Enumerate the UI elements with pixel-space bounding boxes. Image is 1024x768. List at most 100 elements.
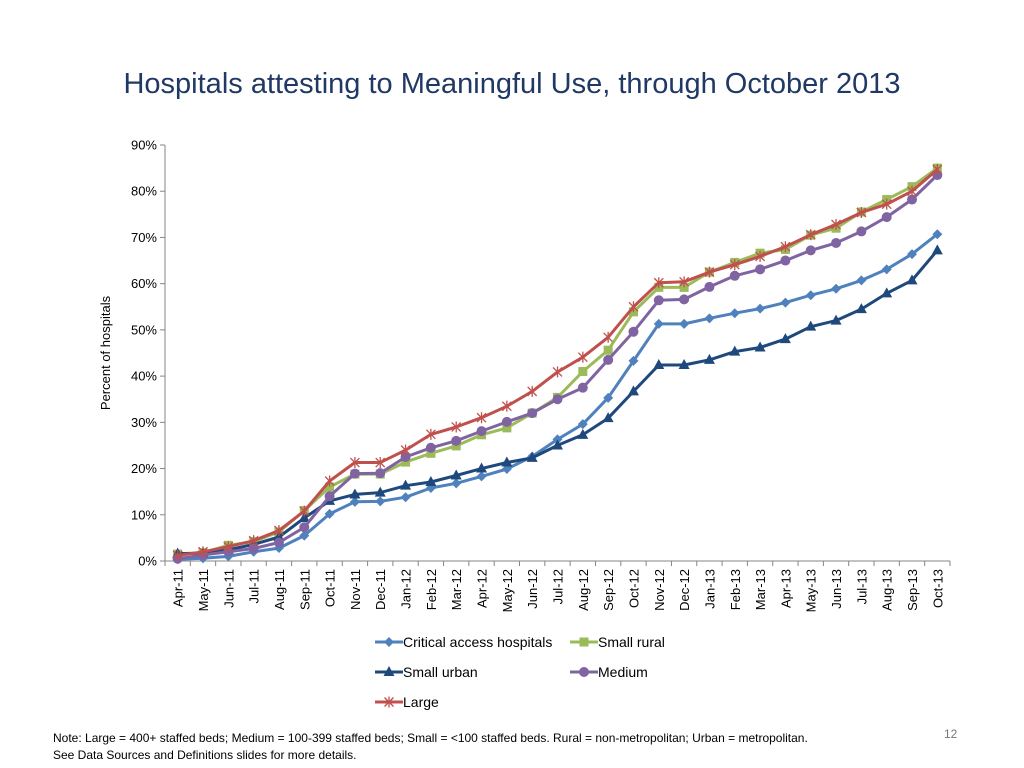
data-point-medium	[273, 537, 284, 548]
x-tick-label: Jun-13	[829, 569, 844, 609]
x-tick-label: Jul-11	[247, 569, 262, 603]
data-point-small-urban	[476, 462, 488, 473]
data-point-small-rural	[603, 345, 613, 355]
data-point-small-urban	[881, 287, 893, 298]
data-point-small-urban	[931, 244, 943, 255]
x-tick-label: Aug-13	[880, 569, 895, 611]
data-point-critical-access-hospitals	[932, 229, 943, 240]
data-point-small-urban	[805, 320, 817, 331]
y-tick-label: 60%	[131, 276, 157, 291]
legend: Critical access hospitals Small rural Smal…	[375, 634, 665, 710]
data-point-large	[856, 206, 867, 218]
data-point-medium	[679, 294, 690, 305]
data-point-critical-access-hospitals	[603, 392, 614, 403]
legend-item: Small rural	[570, 634, 665, 650]
legend-swatch-marker	[384, 637, 394, 647]
data-point-large	[603, 331, 614, 343]
data-point-small-urban	[754, 341, 766, 352]
data-point-large	[299, 505, 310, 517]
data-point-large	[704, 266, 715, 278]
data-point-large	[679, 276, 690, 288]
data-point-small-urban	[552, 439, 563, 450]
plot-area	[172, 163, 943, 565]
data-point-medium	[831, 237, 842, 248]
data-point-large	[907, 185, 917, 197]
data-point-small-rural	[451, 441, 461, 451]
x-tick-label: Aug-11	[272, 569, 287, 610]
x-tick-label: Sep-11	[297, 569, 312, 610]
x-tick-label: Oct-12	[626, 569, 641, 608]
x-tick-label: Mar-12	[449, 569, 464, 610]
data-point-medium	[501, 416, 512, 427]
x-tick-label: Sep-12	[601, 569, 616, 611]
legend-swatch-marker	[384, 696, 394, 708]
data-point-small-urban	[703, 353, 715, 364]
page-number: 12	[944, 727, 958, 741]
x-tick-label: Dec-12	[677, 569, 692, 611]
data-point-critical-access-hospitals	[451, 478, 462, 489]
data-point-small-rural	[426, 448, 436, 458]
x-tick-label: Nov-11	[348, 569, 363, 610]
y-tick-label: 20%	[131, 461, 157, 476]
data-point-critical-access-hospitals	[907, 249, 918, 260]
data-point-large	[172, 549, 183, 561]
series-line-large	[177, 168, 939, 557]
x-tick-label: Oct-11	[323, 569, 338, 607]
data-point-critical-access-hospitals	[679, 318, 690, 329]
x-tick-label: Jan-13	[702, 569, 717, 609]
data-point-medium	[805, 245, 816, 256]
data-point-large	[755, 250, 766, 262]
x-tick-label: Jan-12	[399, 569, 414, 609]
data-point-small-rural	[401, 457, 411, 467]
data-point-small-urban	[779, 333, 791, 344]
data-point-small-urban	[349, 488, 361, 499]
data-point-large	[881, 198, 892, 210]
legend-label: Large	[403, 694, 439, 710]
data-point-small-urban	[400, 479, 412, 490]
data-point-small-rural	[578, 366, 588, 376]
data-point-small-urban	[374, 486, 386, 497]
data-point-small-urban	[830, 314, 842, 325]
data-point-medium	[324, 491, 335, 502]
x-tick-label: May-13	[804, 569, 819, 612]
data-point-small-urban	[526, 451, 538, 462]
data-point-small-rural	[325, 482, 335, 492]
data-point-large	[501, 400, 512, 412]
x-tick-label: Jul-13	[854, 569, 869, 604]
data-point-medium	[451, 435, 462, 446]
data-point-medium	[400, 452, 411, 462]
data-point-small-urban	[855, 303, 867, 314]
x-tick-label: Feb-12	[424, 569, 439, 610]
data-point-medium	[349, 468, 360, 479]
series-small-rural	[173, 163, 942, 559]
y-axis: 0% 10% 20% 30% 40% 50% 60% 70% 80% 90%	[131, 138, 166, 569]
data-point-small-urban	[906, 274, 918, 285]
data-point-large	[349, 457, 360, 469]
data-point-small-rural	[679, 282, 689, 292]
data-point-medium	[603, 354, 614, 365]
legend-swatch-marker	[579, 667, 589, 677]
data-point-critical-access-hospitals	[552, 434, 563, 445]
data-point-medium	[704, 281, 715, 292]
x-tick-label: Oct-13	[930, 569, 945, 608]
x-axis: Apr-11 May-11 Jun-11 Jul-11 Aug-11 Sep-11 Oct-…	[164, 560, 951, 612]
data-point-small-rural	[502, 423, 512, 433]
data-point-critical-access-hospitals	[375, 496, 386, 507]
data-point-medium	[425, 442, 436, 453]
x-tick-label: Apr-13	[778, 569, 793, 608]
data-point-large	[527, 385, 538, 397]
data-point-large	[198, 546, 208, 558]
footnote: Note: Large = 400+ staffed beds; Medium …	[53, 730, 808, 764]
y-axis-label: Percent of hospitals	[98, 295, 113, 410]
data-point-critical-access-hospitals	[881, 264, 892, 275]
data-point-small-urban	[501, 456, 513, 467]
data-point-medium	[729, 270, 740, 281]
data-point-critical-access-hospitals	[653, 318, 664, 329]
footnote-line-2: See Data Sources and Definitions slides …	[53, 748, 357, 762]
data-point-critical-access-hospitals	[476, 471, 487, 482]
legend-swatch-marker	[579, 637, 589, 647]
data-point-medium	[881, 212, 892, 223]
legend-label: Small urban	[403, 664, 478, 680]
series-large	[172, 163, 943, 561]
x-tick-label: Mar-13	[753, 569, 768, 610]
